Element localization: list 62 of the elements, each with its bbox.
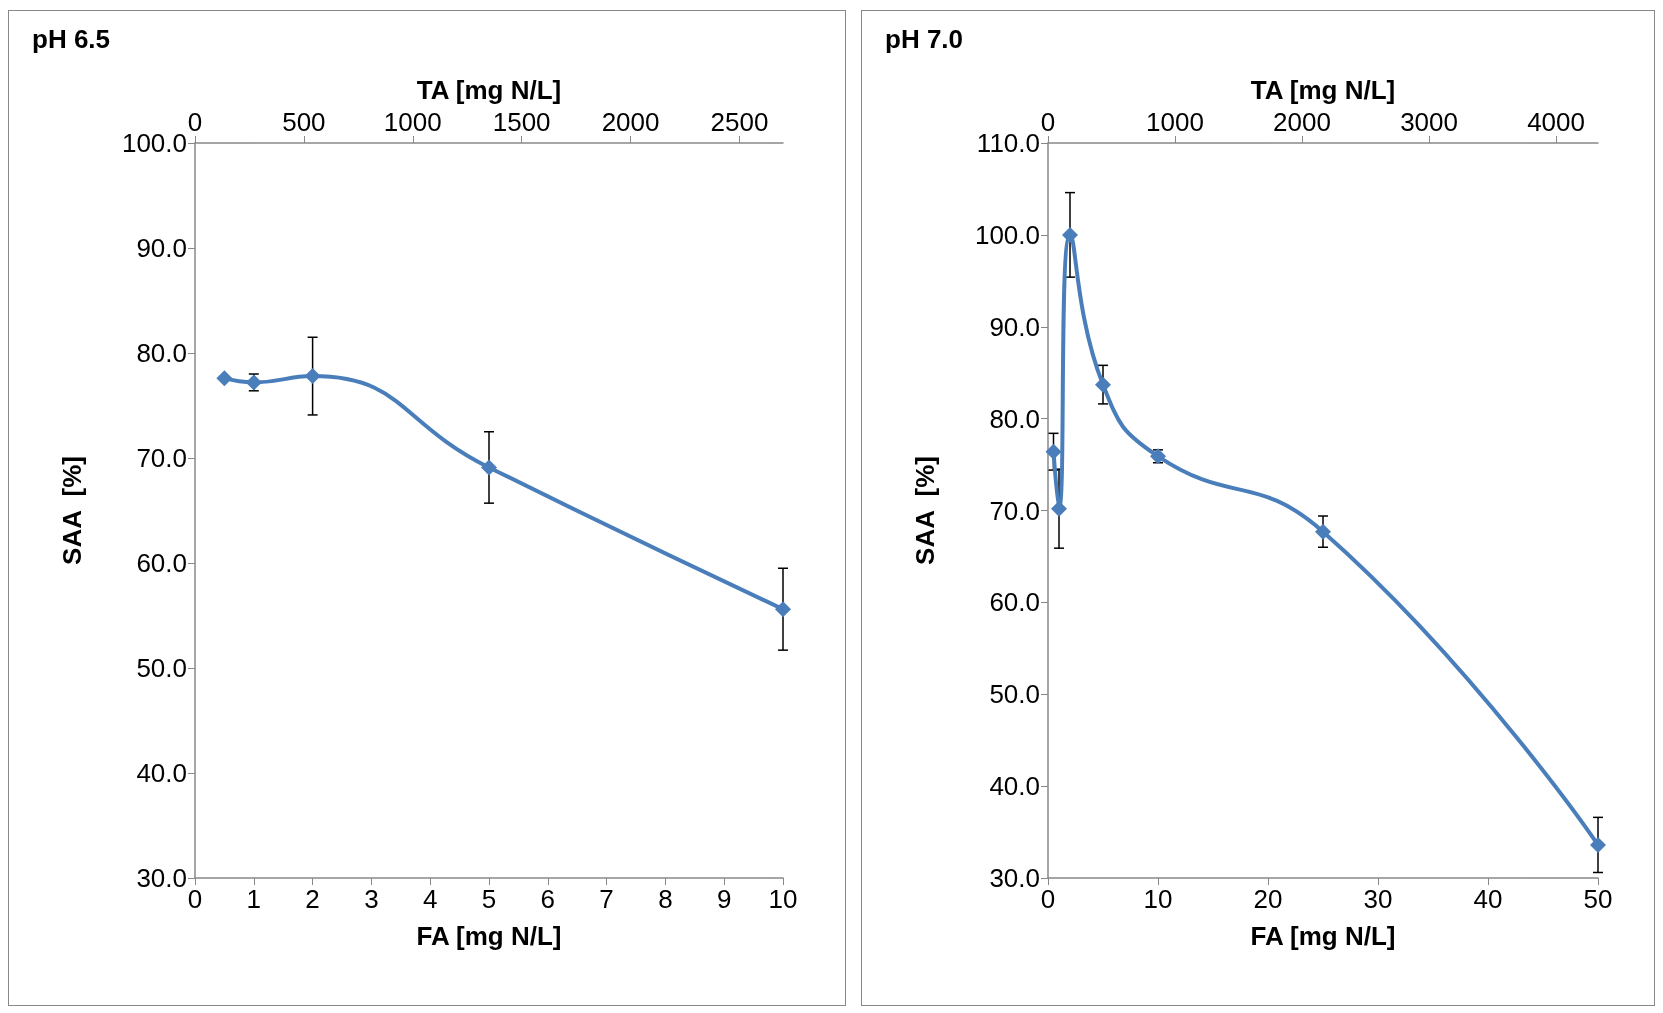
x2-axis-title: TA [mg N/L] xyxy=(1250,75,1396,105)
point xyxy=(304,368,321,385)
y-tick-label: 110.0 xyxy=(976,128,1040,158)
x-tick-label: 6 xyxy=(540,884,556,914)
y-tick-label: 80.0 xyxy=(136,338,187,368)
point xyxy=(1045,443,1062,460)
x-tick-label: 1 xyxy=(246,884,262,914)
x-tick-label: 20 xyxy=(1253,884,1283,914)
point xyxy=(216,370,233,387)
point xyxy=(1062,226,1078,243)
x-axis-title: FA [mg N/L] xyxy=(1250,921,1396,951)
y-tick-label: 70.0 xyxy=(136,443,187,473)
y-tick-label: 100.0 xyxy=(974,219,1040,250)
y-tick-label: 40.0 xyxy=(989,771,1040,802)
y-axis-title: SAA [%] xyxy=(910,456,940,565)
x-tick-label: 8 xyxy=(658,884,673,914)
x-tick-label: 0 xyxy=(1040,884,1056,914)
y-tick-label: 70.0 xyxy=(989,495,1040,526)
y-tick-label: 60.0 xyxy=(136,548,187,578)
point xyxy=(775,601,791,618)
x-tick-label: 5 xyxy=(481,884,497,914)
x-tick-label: 30 xyxy=(1363,884,1393,914)
y-tick-label: 90.0 xyxy=(136,233,187,263)
chart-title: pH 6.5 xyxy=(32,24,111,54)
point xyxy=(481,459,497,476)
x2-tick-label: 0 xyxy=(1040,107,1056,137)
x-tick-label: 50 xyxy=(1583,884,1613,914)
x-tick-label: 2 xyxy=(305,884,320,914)
y-axis-title: SAA [%] xyxy=(57,456,87,565)
x2-tick-label: 2000 xyxy=(1273,107,1331,137)
x-axis-title: FA [mg N/L] xyxy=(416,921,562,951)
y-tick-label: 60.0 xyxy=(989,587,1040,618)
x-tick-label: 9 xyxy=(716,884,732,914)
y-tick-label: 50.0 xyxy=(989,679,1040,710)
x2-tick-label: 1000 xyxy=(1146,107,1204,137)
x2-tick-label: 2000 xyxy=(601,107,660,137)
point xyxy=(1095,376,1111,393)
x-tick-label: 10 xyxy=(1143,884,1173,914)
y-tick-label: 30.0 xyxy=(989,863,1040,893)
y-tick-label: 90.0 xyxy=(989,311,1040,342)
point xyxy=(1590,836,1606,853)
x2-axis-title: TA [mg N/L] xyxy=(416,75,562,105)
x2-tick-label: 1500 xyxy=(492,107,551,137)
y-tick-label: 80.0 xyxy=(989,403,1040,434)
point xyxy=(1315,523,1331,540)
x-tick-label: 40 xyxy=(1473,884,1503,914)
x-tick-label: 7 xyxy=(599,884,614,914)
x2-tick-label: 3000 xyxy=(1400,107,1458,137)
x2-tick-label: 0 xyxy=(187,107,203,137)
x2-tick-label: 4000 xyxy=(1527,107,1586,137)
x-tick-label: 4 xyxy=(422,884,438,914)
x-tick-label: 0 xyxy=(187,884,203,914)
x2-tick-label: 2500 xyxy=(710,107,769,137)
x-tick-label: 10 xyxy=(768,884,798,914)
y-tick-label: 30.0 xyxy=(136,863,187,893)
x2-tick-label: 500 xyxy=(282,107,326,137)
chart-title: pH 7.0 xyxy=(885,24,964,54)
y-tick-label: 50.0 xyxy=(136,653,187,683)
x2-tick-label: 1000 xyxy=(383,107,442,137)
x-tick-label: 3 xyxy=(364,884,379,914)
y-tick-label: 40.0 xyxy=(136,758,187,788)
y-tick-label: 100.0 xyxy=(121,128,187,158)
